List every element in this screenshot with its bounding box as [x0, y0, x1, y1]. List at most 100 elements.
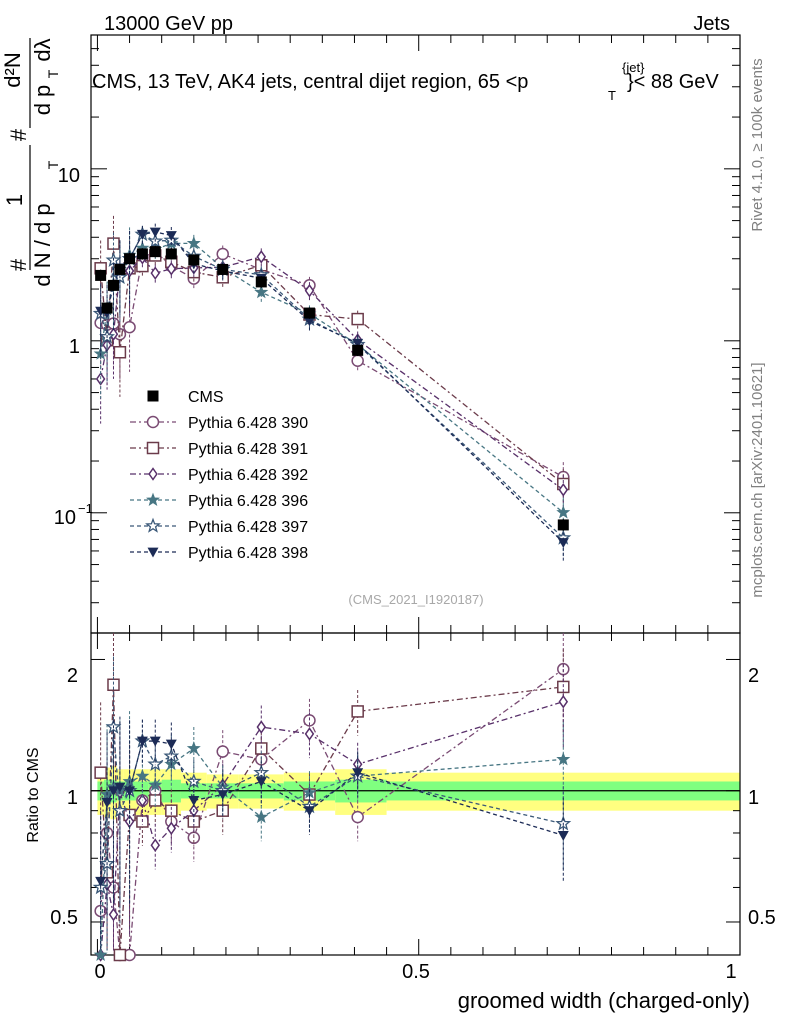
ratio-point-5 [101, 798, 113, 808]
data-point [165, 248, 177, 260]
legend-label-5: Pythia 6.428 398 [188, 545, 308, 562]
main-ytick-0p1: 10 [54, 507, 76, 529]
plot-title-prefix: CMS, 13 TeV, AK4 jets, central dijet reg… [92, 71, 528, 93]
data-point [107, 279, 119, 291]
ratio-point-3 [135, 768, 150, 783]
ratio-point-5 [107, 786, 119, 797]
ratio-point-1 [113, 948, 127, 962]
series-point-5 [303, 316, 315, 327]
ylabel-hash1: # [6, 258, 31, 271]
data-point [95, 269, 107, 281]
xtick-0: 0 [94, 961, 105, 983]
ratio-point-2 [166, 821, 177, 836]
series-point-5 [352, 338, 364, 349]
main-ytick-0p1-exponent: −1 [78, 501, 93, 516]
ratio-point-5 [95, 876, 107, 887]
ratio-point-5 [352, 768, 364, 779]
series-point-0 [216, 247, 229, 261]
ratio-point-2 [304, 727, 315, 741]
ylabel-one: 1 [2, 194, 27, 206]
header-category: Jets [693, 13, 730, 35]
ratio-ytick-0p5: 0.5 [50, 907, 78, 929]
ratio-point-3 [93, 947, 108, 961]
ratio-point-5 [165, 739, 177, 750]
legend-label-4: Pythia 6.428 397 [188, 519, 308, 536]
ratio-point-5 [557, 830, 569, 841]
series-point-5 [165, 231, 177, 241]
series-point-0 [123, 320, 136, 334]
plot-title-sup: {jet} [622, 60, 645, 75]
ratio-point-0 [351, 810, 364, 824]
ylabel-dlambda: dλ [30, 38, 55, 61]
legend-marker-0 [146, 415, 160, 429]
main-ytick-10: 10 [58, 165, 80, 187]
series-line-4 [100, 233, 564, 539]
ratio-point-2 [558, 694, 569, 709]
main-ytick-1: 1 [69, 336, 80, 358]
ylabel-dN: d N / d p [30, 203, 55, 286]
legend-label-2: Pythia 6.428 392 [188, 467, 308, 484]
ratio-ytick-1-right: 1 [748, 787, 759, 809]
data-point [124, 253, 136, 265]
legend: CMS Pythia 6.428 390 Pythia 6.428 391 Pythi… [130, 389, 308, 562]
legend-label-1: Pythia 6.428 391 [188, 441, 308, 458]
ylabel-dN-sub: T [45, 160, 61, 169]
ratio-panel [90, 617, 741, 962]
ratio-ytick-0p5-right: 0.5 [748, 907, 776, 929]
legend-marker-1 [146, 441, 160, 455]
series-line-2 [99, 256, 564, 491]
series-point-0 [351, 354, 364, 368]
ylabel-dpT-sub: T [45, 69, 61, 78]
ratio-point-5 [188, 796, 200, 806]
ratio-point-2 [256, 720, 267, 734]
ratio-point-3 [254, 809, 269, 824]
ylabel-d2N: d²N [0, 52, 25, 87]
ratio-point-1 [351, 705, 364, 718]
ratio-point-5 [124, 786, 136, 797]
ratio-point-2 [150, 838, 161, 853]
series-point-2 [256, 249, 267, 264]
ratio-point-1 [94, 766, 107, 779]
series-point-2 [150, 266, 161, 280]
legend-marker-3 [146, 492, 160, 506]
main-ylabel: # 1 d N / d p T # d²N d p T dλ [0, 38, 61, 287]
ratio-point-5 [114, 782, 126, 793]
series-point-5 [557, 538, 569, 549]
ratio-panel-frame [90, 632, 741, 956]
plot-title-suffix: }< 88 GeV [627, 71, 719, 93]
series-point-5 [149, 227, 161, 238]
ratio-point-2 [137, 793, 148, 808]
ylabel-dpT: d p [30, 85, 55, 116]
xtick-1: 1 [725, 961, 736, 983]
data-point [149, 246, 161, 258]
series-point-2 [304, 283, 315, 298]
series-point-3 [254, 284, 269, 299]
data-point [352, 344, 364, 356]
data-point [136, 248, 148, 260]
ratio-point-4 [147, 755, 164, 772]
ratio-ytick-1: 1 [67, 787, 78, 809]
data-point [303, 307, 315, 319]
plot-title-sub: T [608, 88, 616, 103]
ratio-ylabel: Ratio to CMS [25, 747, 42, 842]
series-point-1 [351, 312, 364, 326]
legend-marker-2 [148, 467, 158, 481]
legend-label-3: Pythia 6.428 396 [188, 493, 308, 510]
ratio-point-5 [303, 806, 315, 817]
series-point-1 [113, 345, 127, 359]
rivet-label: Rivet 4.1.0, ≥ 100k events [749, 58, 766, 231]
data-point [114, 263, 126, 275]
ratio-point-5 [149, 736, 161, 747]
series-point-3 [186, 235, 201, 250]
ratio-ytick-2: 2 [67, 665, 78, 687]
legend-marker-5 [147, 547, 159, 558]
legend-label-cms: CMS [188, 389, 224, 406]
xtick-0p5: 0.5 [402, 961, 430, 983]
mcplots-label: mcplots.cern.ch [arXiv:2401.10621] [749, 362, 766, 597]
ylabel-hash2: # [6, 128, 31, 141]
ratio-point-5 [217, 790, 229, 801]
series-point-3 [556, 505, 571, 519]
ratio-line-4 [100, 726, 564, 888]
